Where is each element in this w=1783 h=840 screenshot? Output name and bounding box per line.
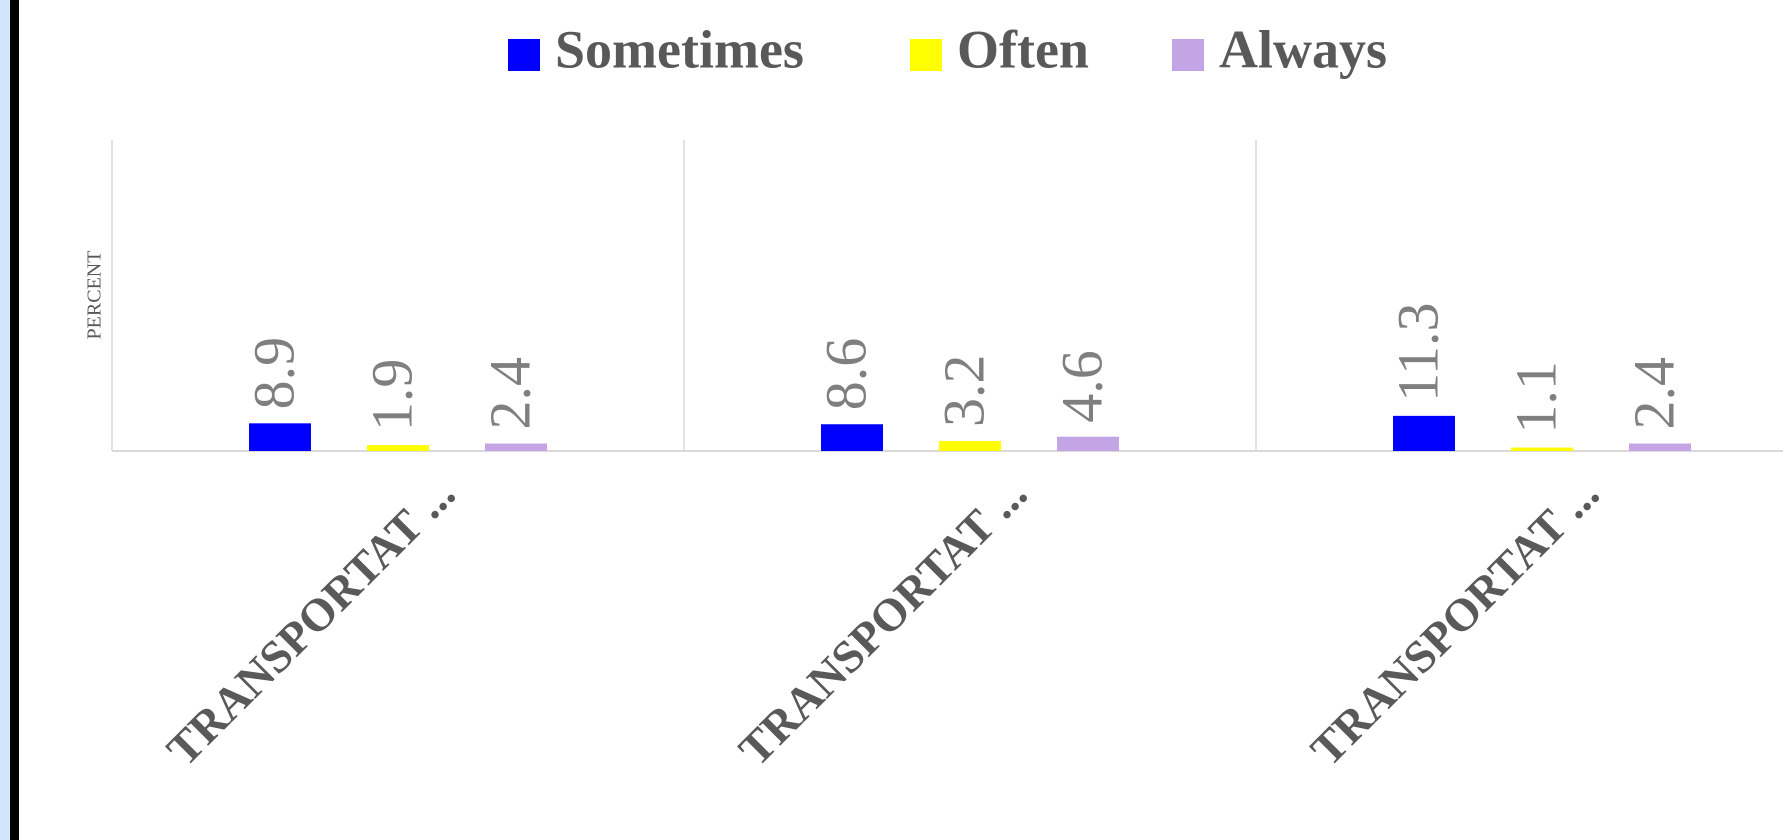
y-axis-label: PERCENT: [84, 251, 106, 340]
data-label: 4.6: [1049, 350, 1114, 423]
x-tick-label: TRANSPORTAT ...: [157, 467, 465, 775]
legend-swatch: [910, 39, 942, 71]
bar: [821, 424, 883, 451]
legend-swatch: [508, 39, 540, 71]
data-label: 8.6: [813, 338, 878, 411]
legend-label: Often: [957, 19, 1089, 79]
bar: [367, 445, 429, 451]
data-label: 3.2: [931, 355, 996, 428]
bar: [485, 443, 547, 451]
left-border: [10, 0, 19, 840]
data-label: 2.4: [1621, 357, 1686, 430]
x-tick-label: TRANSPORTAT ...: [1301, 467, 1609, 775]
data-label: 2.4: [477, 357, 542, 430]
legend-label: Always: [1219, 19, 1387, 79]
data-label: 1.1: [1503, 361, 1568, 434]
bar: [1393, 415, 1455, 451]
bar: [939, 441, 1001, 451]
data-label: 1.9: [359, 359, 424, 432]
legend-label: Sometimes: [555, 19, 804, 79]
data-label: 8.9: [241, 337, 306, 410]
legend-swatch: [1172, 39, 1204, 71]
data-label: 11.3: [1385, 302, 1450, 401]
bar: [1057, 436, 1119, 451]
bar: [1629, 443, 1691, 451]
bar: [249, 423, 311, 451]
bar: [1511, 447, 1573, 451]
x-tick-label: TRANSPORTAT ...: [729, 467, 1037, 775]
left-frame: [0, 0, 10, 840]
